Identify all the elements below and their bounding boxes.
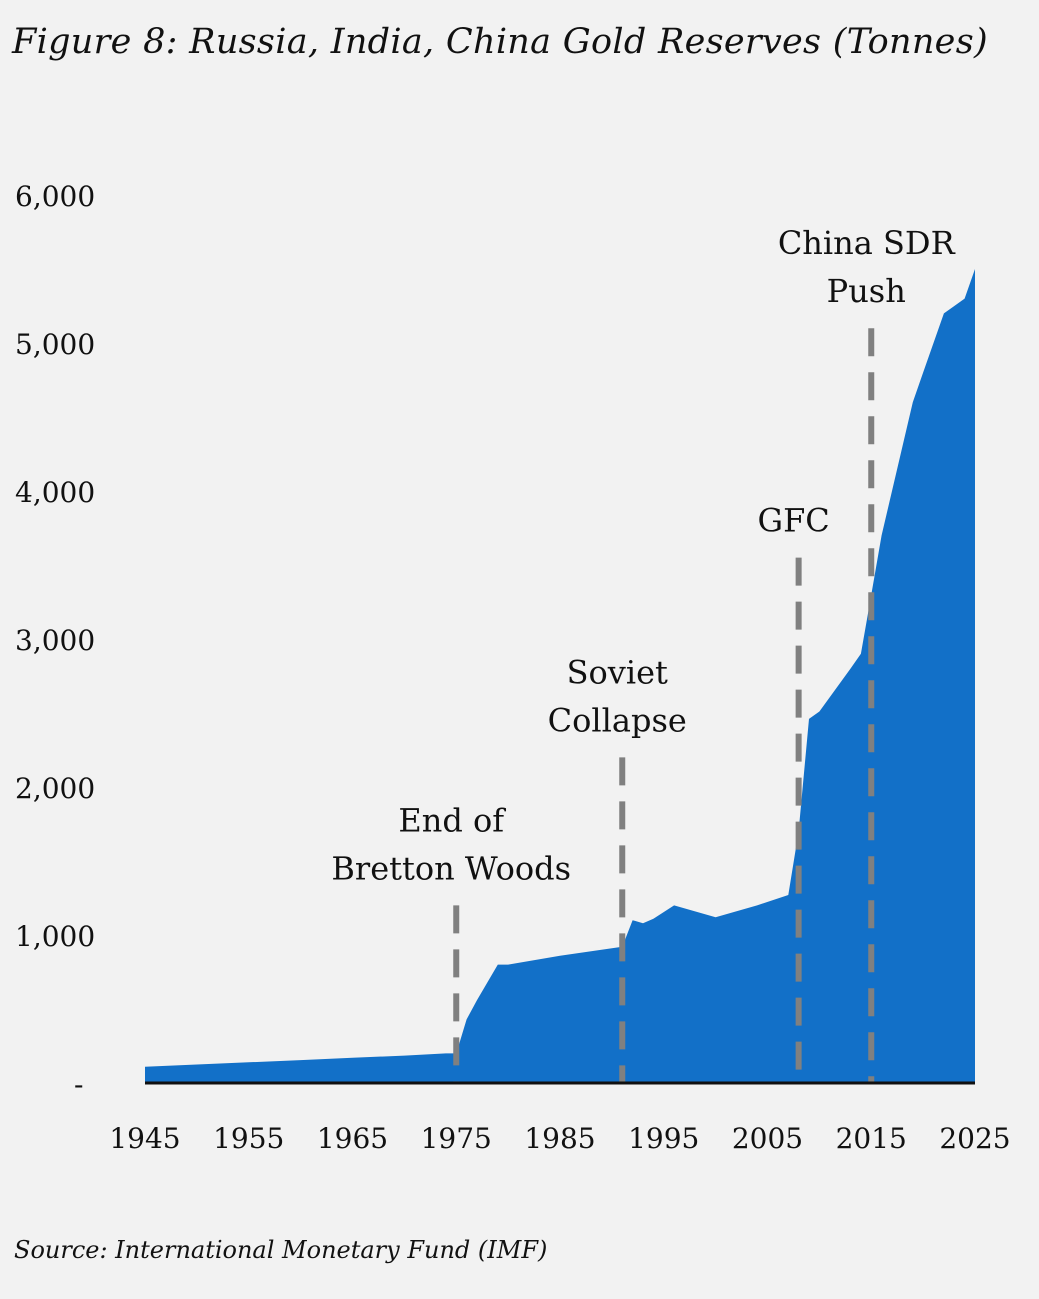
x-tick-label-1: 1955: [213, 1122, 284, 1155]
x-tick-label-3: 1975: [421, 1122, 492, 1155]
annotation-label-3-1: Push: [827, 272, 906, 310]
annotation-label-0-0: End of: [398, 801, 506, 839]
axis-layer: - 1,000 2,000 3,000 4,000 5,000 6,000 1945 1955 1…: [15, 180, 1011, 1155]
annotation-label-1-1: Collapse: [548, 701, 687, 739]
annotation-layer: End of Bretton Woods Soviet Collapse GFC Chin…: [331, 224, 956, 1083]
x-tick-label-8: 2025: [939, 1122, 1010, 1155]
y-tick-label-4: 4,000: [15, 476, 95, 509]
y-tick-label-2: 2,000: [15, 772, 95, 805]
chart-title: Figure 8: Russia, India, China Gold Rese…: [12, 22, 988, 62]
area-layer: [145, 269, 975, 1083]
x-tick-label-4: 1985: [524, 1122, 595, 1155]
series-area-0: [145, 269, 975, 1083]
annotation-label-3-0: China SDR: [778, 224, 956, 262]
y-tick-label-6: 6,000: [15, 180, 95, 213]
x-tick-label-0: 1945: [109, 1122, 180, 1155]
annotation-label-0-1: Bretton Woods: [331, 849, 571, 887]
y-tick-label-0: -: [74, 1068, 83, 1101]
y-tick-label-3: 3,000: [15, 624, 95, 657]
annotation-label-2-0: GFC: [758, 502, 830, 540]
annotation-label-1-0: Soviet: [567, 653, 668, 691]
x-tick-label-2: 1965: [317, 1122, 388, 1155]
x-tick-label-5: 1995: [628, 1122, 699, 1155]
x-tick-label-7: 2015: [836, 1122, 907, 1155]
x-tick-label-6: 2005: [732, 1122, 803, 1155]
y-tick-label-5: 5,000: [15, 328, 95, 361]
y-tick-label-1: 1,000: [15, 920, 95, 953]
source-note: Source: International Monetary Fund (IMF…: [14, 1236, 548, 1264]
